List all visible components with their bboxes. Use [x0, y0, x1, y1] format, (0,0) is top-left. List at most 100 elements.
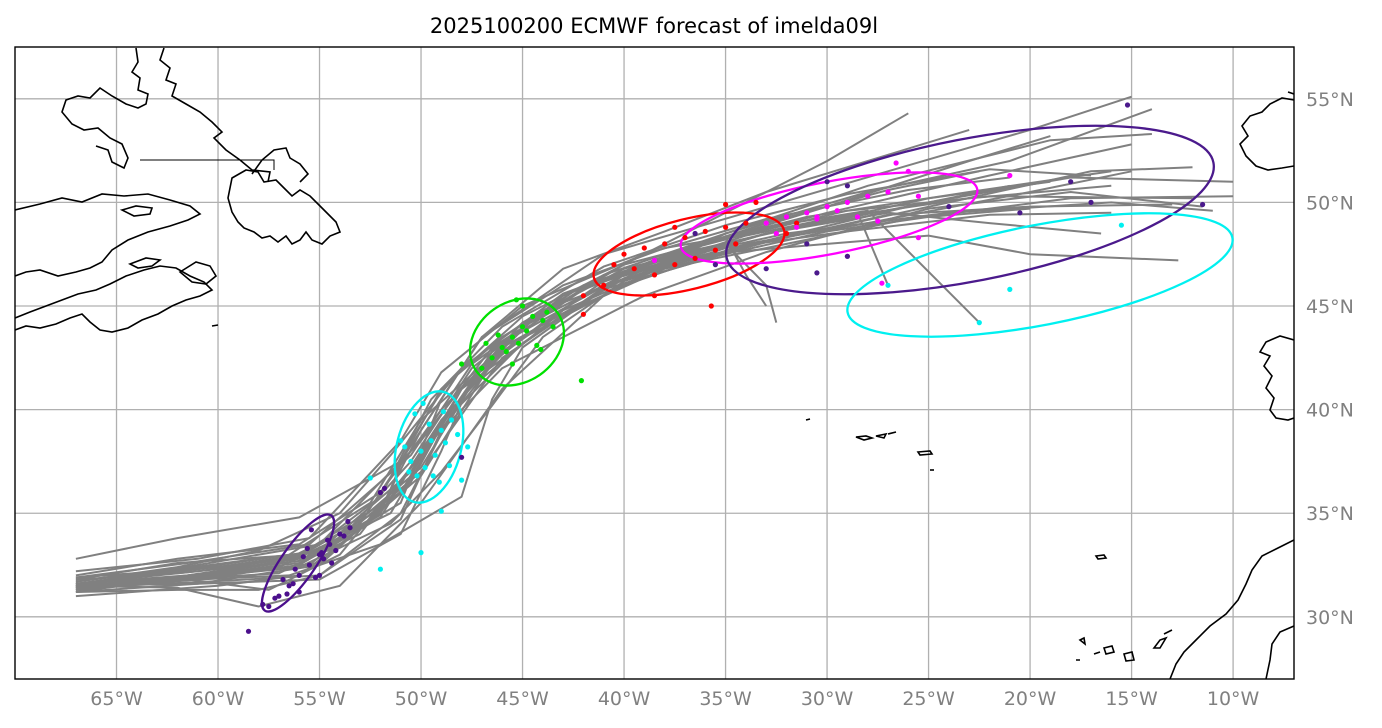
member-point-day3 [479, 365, 485, 371]
coast-azores-2 [855, 435, 875, 441]
member-point-day2 [420, 400, 426, 406]
member-point-day2 [418, 550, 424, 556]
member-point-day4 [580, 311, 587, 317]
member-point-day2 [406, 469, 412, 475]
member-point-day2 [418, 448, 424, 454]
member-point-day2 [465, 444, 471, 450]
member-point-day2 [438, 427, 444, 433]
member-point-day3 [503, 349, 509, 355]
member-point-day6 [844, 253, 851, 259]
lat-tick-label: 35°N [1306, 503, 1354, 525]
member-point-day4 [611, 262, 617, 268]
member-point-day1 [296, 572, 302, 579]
coast-newfoundland [227, 169, 342, 246]
member-point-day2 [426, 421, 432, 427]
coast-uk [1287, 91, 1294, 95]
coast-africa-2 [1265, 625, 1294, 679]
lat-tick-label: 55°N [1306, 89, 1354, 111]
member-point-day3 [534, 342, 540, 348]
member-point-day3 [578, 378, 585, 384]
coast-pei [128, 257, 163, 269]
member-point-day2 [408, 458, 414, 464]
member-point-day4 [692, 255, 698, 261]
coast-newfoundland-north [251, 147, 310, 183]
member-point-day3 [538, 346, 544, 353]
member-point-day1 [347, 525, 353, 531]
ensemble-track [75, 234, 1179, 591]
ensemble-track [96, 207, 1031, 585]
member-point-day4 [601, 282, 607, 288]
ellipse-day5 [679, 171, 979, 265]
member-point-day5 [879, 280, 885, 286]
member-point-day1 [333, 547, 339, 554]
member-point-day4 [651, 272, 658, 278]
lon-tick-label: 35°W [699, 688, 752, 710]
member-point-day2 [432, 452, 438, 458]
member-point-day1 [304, 545, 310, 552]
member-point-day1 [266, 603, 272, 610]
member-point-day1 [296, 589, 302, 595]
graticule [15, 47, 1294, 679]
member-point-day3 [519, 303, 526, 309]
lon-tick-label: 20°W [1004, 688, 1057, 710]
member-point-day6 [763, 266, 769, 272]
coast-africa [1169, 539, 1294, 679]
member-point-day4 [753, 199, 759, 205]
member-point-day6 [804, 241, 810, 247]
ensemble-track [75, 128, 970, 585]
lat-tick-label: 30°N [1306, 607, 1354, 629]
member-point-day4 [702, 228, 708, 234]
coast-nova-scotia [15, 265, 214, 333]
member-point-day5 [865, 193, 871, 199]
member-point-day1 [292, 566, 298, 572]
member-point-day1 [312, 574, 319, 581]
uncertainty-ellipses [260, 124, 1234, 613]
lon-tick-label: 25°W [902, 688, 955, 710]
member-point-day1 [345, 518, 351, 525]
member-point-day3 [519, 324, 526, 330]
lat-tick-label: 40°N [1306, 400, 1354, 422]
member-point-day3 [509, 361, 515, 367]
member-point-day1 [329, 560, 335, 566]
member-point-day7 [1118, 222, 1124, 228]
member-point-day1 [284, 591, 290, 597]
member-point-day4 [672, 262, 678, 268]
member-point-day6 [844, 183, 851, 189]
member-point-day4 [682, 235, 688, 241]
ellipse-day3 [468, 297, 566, 387]
member-point-day2 [398, 438, 404, 444]
axis-ticks: 65°W 60°W 55°W 50°W 45°W 40°W 35°W 30°W 25°W 20°W… [90, 89, 1354, 710]
ellipse-day6 [725, 124, 1215, 296]
member-point-day5 [915, 193, 922, 199]
lon-tick-label: 30°W [801, 688, 854, 710]
member-point-day4 [662, 241, 668, 247]
member-point-day6 [824, 179, 830, 185]
member-point-day2 [440, 409, 446, 415]
member-point-day5 [854, 214, 861, 220]
member-point-day2 [367, 475, 373, 481]
member-point-day1 [321, 556, 327, 562]
ensemble-track [75, 195, 1193, 585]
ellipse-day1 [260, 513, 336, 613]
member-point-day6 [1017, 210, 1023, 216]
lon-tick-label: 65°W [90, 688, 143, 710]
member-point-day5 [763, 220, 769, 226]
member-point-day2 [414, 473, 420, 479]
member-point-day6 [712, 262, 719, 268]
member-point-day1 [337, 531, 343, 537]
member-point-day1 [286, 583, 292, 589]
member-point-day5 [834, 208, 840, 214]
member-point-day3 [524, 328, 530, 334]
member-point-day5 [783, 214, 790, 220]
coast-sable [211, 324, 219, 327]
ensemble-track [75, 211, 1112, 587]
member-point-day5 [651, 257, 658, 263]
member-point-day5 [844, 199, 851, 205]
coast-quebec-south [15, 193, 202, 277]
member-point-day6 [1200, 201, 1206, 208]
ellipse-day4 [592, 211, 786, 297]
member-point-day3 [489, 355, 495, 361]
member-point-day1 [280, 576, 286, 583]
ensemble-track [75, 95, 1132, 560]
